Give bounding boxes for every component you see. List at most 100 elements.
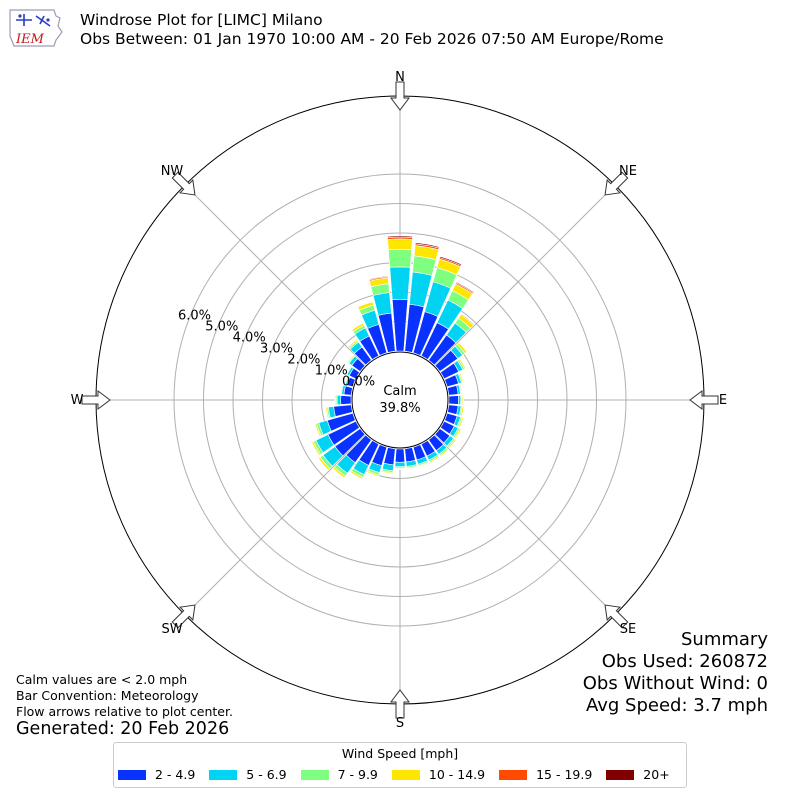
legend-label: 5 - 6.9 (246, 767, 287, 782)
bar-segment (317, 458, 329, 471)
bar-segment (332, 468, 345, 479)
compass-label-sw: SW (161, 622, 182, 637)
arrow-shape (604, 604, 629, 629)
legend-swatch (391, 769, 420, 780)
bar-segment (439, 256, 462, 266)
flow-arrow-icon (604, 604, 629, 629)
legend-title: Wind Speed [mph] (341, 746, 459, 761)
flow-arrow-icon (171, 604, 196, 629)
compass-label-nw: NW (161, 164, 184, 179)
legend-swatch (300, 769, 329, 780)
calm-disk (351, 351, 449, 449)
compass-label-ne: NE (619, 164, 637, 179)
bar-segment (347, 338, 357, 348)
generated-date: Generated: 20 Feb 2026 (16, 719, 230, 739)
legend-item: 5 - 6.9 (209, 767, 287, 782)
bar-segment (449, 439, 458, 450)
compass-label-se: SE (620, 622, 636, 637)
legend-item: 15 - 19.9 (499, 767, 592, 782)
legend-label: 15 - 19.9 (536, 767, 593, 782)
bar-segment (429, 457, 441, 464)
iem-logo: IEM (9, 9, 63, 47)
flow-arrow-icon (171, 171, 196, 196)
bar-segment (349, 472, 363, 480)
bar-segment (351, 322, 364, 330)
legend-label: 2 - 4.9 (155, 767, 196, 782)
bar-segment (447, 385, 459, 396)
arrow-shape (604, 171, 629, 196)
arrow-shape (390, 689, 410, 719)
calm-definition-note: Calm values are < 2.0 mph (16, 672, 188, 687)
legend-label: 20+ (643, 767, 670, 782)
flow-arrow-icon (604, 171, 629, 196)
bar-segment (460, 357, 467, 369)
bar-segment (460, 383, 464, 395)
bar-segment (440, 449, 450, 458)
compass-label-n: N (395, 70, 405, 85)
compass-label-s: S (396, 716, 404, 731)
bar-segment (368, 275, 389, 281)
grid-spoke (184, 184, 366, 366)
bar-segment (346, 353, 354, 363)
arrow-shape (390, 81, 410, 111)
bar-segment (458, 341, 469, 353)
arrow-shape (81, 390, 111, 410)
chart-title: Windrose Plot for [LIMC] Milano (80, 11, 323, 29)
bar-segment (394, 448, 406, 463)
summary-obs-without-wind: Obs Without Wind: 0 (582, 673, 768, 694)
legend: Wind Speed [mph] 2 - 4.9 5 - 6.9 7 - 9.9 10… (113, 742, 687, 788)
arrow-shape (171, 604, 196, 629)
legend-items: 2 - 4.9 5 - 6.9 7 - 9.9 10 - 14.9 15 - 19.9 2… (118, 767, 684, 782)
bar-segment (460, 372, 465, 383)
wind-bars (310, 235, 475, 480)
arrow-shape (171, 171, 196, 196)
flow-arrows (81, 81, 719, 719)
radial-tick-label: 5.0% (205, 319, 238, 334)
grid-spoke (434, 434, 616, 616)
flow-arrow-icon (81, 390, 111, 410)
bar-segment (366, 472, 379, 478)
chart-subtitle: Obs Between: 01 Jan 1970 10:00 AM - 20 F… (80, 30, 664, 48)
svg-text:IEM: IEM (15, 32, 45, 47)
legend-item: 2 - 4.9 (118, 767, 195, 782)
radial-tick-label: 1.0% (315, 364, 348, 379)
bar-segment (387, 235, 413, 238)
axis-labels: N NE E SE S SW W NW 0.0%1.0%2.0%3.0%4.0%5.0%6.0%… (71, 70, 728, 731)
summary-obs-used: Obs Used: 260872 (601, 651, 768, 672)
flow-arrow-icon (390, 689, 410, 719)
bar-segment (325, 406, 328, 420)
bar-segment (455, 281, 475, 294)
bar-segment (394, 461, 406, 467)
summary-title: Summary (681, 629, 768, 650)
bar-segment (336, 394, 342, 406)
bar-segment (345, 365, 351, 375)
legend-swatch (118, 769, 146, 780)
bar-segment (447, 404, 459, 415)
radial-tick-label: 4.0% (233, 330, 266, 345)
legend-swatch (209, 769, 238, 780)
bar-segment (459, 417, 465, 428)
calm-label: Calm (383, 384, 416, 399)
legend-swatch (606, 769, 635, 780)
bar-convention-note: Bar Convention: Meteorology (16, 688, 199, 703)
legend-item: 7 - 9.9 (300, 767, 378, 782)
grid-spoke (184, 434, 366, 616)
compass-label-w: W (71, 393, 84, 408)
bar-segment (461, 312, 475, 325)
bar-segment (340, 395, 352, 405)
bar-segment (339, 384, 342, 395)
bar-segment (388, 248, 412, 268)
legend-label: 7 - 9.9 (337, 767, 378, 782)
arrow-shape (689, 390, 719, 410)
legend-swatch (499, 769, 528, 780)
bar-segment (455, 429, 463, 440)
legend-item: 10 - 14.9 (391, 767, 486, 782)
bar-segment (310, 442, 320, 457)
bar-segment (343, 375, 348, 385)
flow-arrow-icon (689, 390, 719, 410)
legend-label: 10 - 14.9 (428, 767, 486, 782)
grid-spoke (434, 184, 616, 366)
bar-segment (448, 395, 459, 405)
bar-segment (462, 405, 465, 417)
